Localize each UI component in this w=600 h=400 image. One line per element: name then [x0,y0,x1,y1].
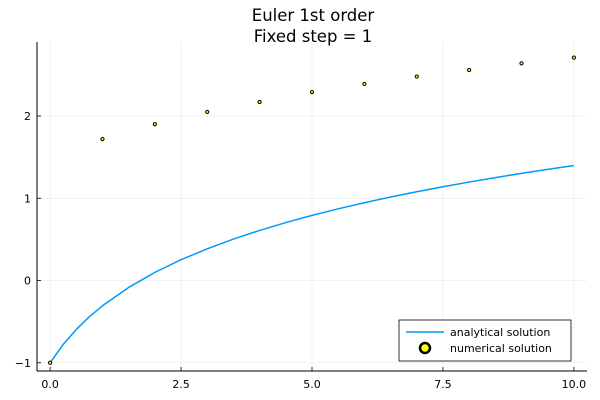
numerical-solution-point [519,61,524,66]
legend-label-numerical: numerical solution [450,342,552,355]
legend-box [398,319,572,362]
numerical-solution-point [571,55,577,60]
numerical-solution-point [152,122,157,127]
numerical-solution-point [414,74,419,79]
numerical-solution-point [309,90,315,95]
numerical-solution-point [47,360,53,365]
numerical-solution-point [100,136,105,142]
tick-labels: 0.0 2.5 5.0 7.5 10.0 −1 0 1 2 [15,110,586,391]
chart-subtitle: Fixed step = 1 [254,27,373,46]
legend: analytical solution numerical solution [398,319,572,362]
y-tick-label: −1 [15,357,31,370]
legend-label-analytical: analytical solution [450,326,550,339]
plot-area [47,55,577,365]
grid [37,42,587,371]
axes [36,42,587,372]
numerical-solution-point [257,99,262,105]
y-tick-label: 0 [24,275,31,288]
x-tick-label: 2.5 [172,378,190,391]
x-tick-label: 0.0 [41,378,59,391]
y-tick-label: 1 [24,192,31,205]
analytical-solution-line [49,164,575,364]
legend-marker-swatch [418,341,432,355]
x-tick-label: 5.0 [303,378,321,391]
x-tick-label: 7.5 [434,378,452,391]
numerical-solution-point [362,81,367,87]
chart-title: Euler 1st order [252,6,375,25]
x-tick-label: 10.0 [562,378,587,391]
numerical-solution-point [467,67,472,73]
y-tick-label: 2 [24,110,31,123]
numerical-solution-point [205,109,210,115]
